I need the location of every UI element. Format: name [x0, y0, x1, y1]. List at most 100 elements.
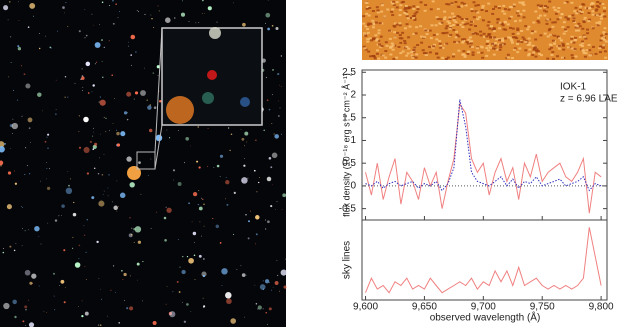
noise-pixel: [440, 18, 443, 20]
noise-pixel: [461, 38, 464, 40]
star: [241, 177, 248, 184]
noise-pixel: [561, 57, 564, 59]
star: [131, 228, 132, 229]
star: [58, 215, 59, 216]
star: [220, 176, 221, 177]
star: [109, 130, 110, 131]
noise-pixel: [368, 7, 371, 9]
noise-pixel: [476, 18, 479, 20]
star: [59, 285, 60, 286]
star: [193, 192, 197, 196]
star: [140, 90, 146, 96]
x-tick-label: 9,800: [589, 302, 614, 313]
star: [216, 225, 219, 228]
noise-pixel: [436, 16, 439, 18]
noise-pixel: [446, 32, 449, 34]
star: [14, 316, 16, 318]
noise-pixel: [534, 39, 537, 41]
star: [201, 236, 202, 237]
star: [180, 267, 181, 268]
star: [267, 220, 270, 223]
star: [144, 68, 145, 69]
noise-pixel: [472, 33, 475, 35]
star: [193, 232, 196, 235]
noise-pixel: [398, 22, 401, 24]
noise-pixel: [405, 5, 408, 7]
star: [166, 304, 167, 305]
star: [138, 161, 141, 164]
star: [281, 55, 282, 56]
noise-pixel: [522, 10, 525, 12]
star: [220, 155, 223, 158]
star: [204, 226, 205, 227]
noise-pixel: [588, 7, 591, 9]
noise-pixel: [457, 50, 460, 52]
star: [110, 290, 111, 291]
noise-pixel: [550, 44, 553, 46]
star: [246, 275, 247, 276]
star: [189, 21, 190, 22]
noise-pixel: [476, 12, 479, 14]
noise-pixel: [549, 34, 552, 36]
star: [100, 324, 101, 325]
noise-pixel: [378, 43, 381, 45]
star: [256, 303, 258, 305]
noise-pixel: [501, 38, 504, 40]
noise-pixel: [528, 49, 531, 51]
noise-pixel: [445, 27, 448, 29]
noise-pixel: [476, 47, 479, 49]
star: [55, 113, 56, 114]
star: [98, 173, 99, 174]
noise-pixel: [441, 57, 444, 59]
star: [225, 292, 232, 299]
star: [275, 27, 278, 30]
noise-pixel: [371, 20, 374, 22]
noise-pixel: [507, 57, 510, 59]
noise-pixel: [369, 55, 372, 57]
noise-pixel: [539, 7, 542, 9]
noise-pixel: [399, 9, 402, 11]
star: [105, 131, 106, 132]
noise-pixel: [600, 18, 603, 20]
star: [24, 305, 27, 308]
star: [12, 123, 18, 129]
star: [137, 263, 140, 266]
noise-pixel: [395, 57, 398, 59]
star: [72, 248, 73, 249]
noise-pixel: [481, 9, 484, 11]
noise-pixel: [417, 8, 420, 10]
y-axis-label: sky lines: [342, 241, 353, 279]
star: [0, 165, 2, 167]
noise-pixel: [584, 38, 587, 40]
noise-pixel: [424, 30, 427, 32]
star: [248, 178, 249, 179]
star: [113, 265, 114, 266]
star: [42, 111, 43, 112]
noise-pixel: [512, 28, 515, 30]
star: [22, 228, 23, 229]
star: [202, 13, 203, 14]
noise-pixel: [376, 6, 379, 8]
star: [115, 3, 117, 5]
star: [242, 273, 246, 277]
noise-pixel: [366, 2, 369, 4]
noise-pixel: [392, 49, 395, 51]
star: [56, 80, 57, 81]
noise-pixel: [575, 12, 578, 14]
noise-pixel: [407, 52, 410, 54]
noise-pixel: [517, 15, 520, 17]
noise-pixel: [407, 48, 410, 50]
star: [79, 147, 81, 149]
star: [113, 206, 118, 211]
noise-pixel: [582, 50, 585, 52]
noise-pixel: [553, 7, 556, 9]
noise-pixel: [466, 53, 469, 55]
star: [187, 256, 188, 257]
star: [21, 116, 22, 117]
noise-pixel: [537, 22, 540, 24]
noise-pixel: [461, 2, 464, 4]
noise-pixel: [375, 22, 378, 24]
noise-pixel: [551, 26, 554, 28]
noise-pixel: [548, 1, 551, 3]
star: [203, 275, 205, 277]
